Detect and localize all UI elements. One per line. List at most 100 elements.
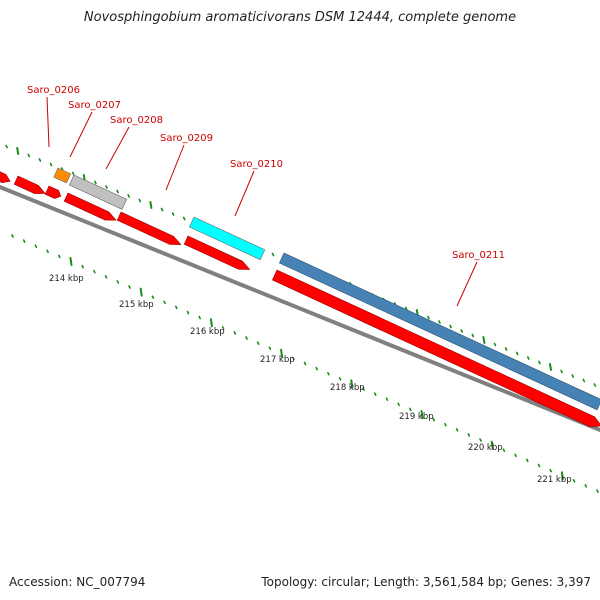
- tick-mark: [94, 180, 97, 185]
- tick-mark: [327, 371, 330, 376]
- tick-mark: [163, 300, 166, 305]
- scale-label: 215 kbp: [119, 300, 154, 310]
- tick-mark: [526, 356, 530, 360]
- tick-mark: [57, 254, 61, 259]
- scale-label: 217 kbp: [260, 355, 295, 365]
- gene-box-cyan: [188, 216, 266, 261]
- tick-mark: [373, 392, 377, 396]
- tick-mark: [22, 239, 26, 243]
- tick-mark: [596, 489, 599, 493]
- tick-mark: [584, 484, 588, 488]
- tick-mark: [149, 201, 153, 209]
- tick-mark: [420, 410, 424, 419]
- tick-mark: [560, 369, 563, 374]
- gene-box-steelblue: [278, 252, 600, 411]
- inner-tick-ring: [11, 234, 599, 493]
- tick-mark: [593, 383, 597, 387]
- tick-mark: [104, 274, 108, 279]
- gene-box-gray: [68, 174, 128, 210]
- tick-mark: [105, 185, 108, 189]
- map-title: Novosphingobium aromaticivorans DSM 1244…: [83, 10, 517, 25]
- tick-mark: [479, 438, 482, 442]
- scale-label: 214 kbp: [49, 274, 84, 284]
- tick-mark: [408, 407, 412, 412]
- callout-line: [105, 126, 130, 170]
- gene-arrow-red: [13, 175, 46, 194]
- tick-mark: [315, 366, 319, 371]
- gene-arrow-red: [183, 235, 251, 270]
- tick-mark: [60, 167, 64, 171]
- genome-summary-text: Topology: circular; Length: 3,561,584 bp…: [261, 575, 591, 589]
- tick-mark: [549, 468, 553, 473]
- scale-label: 219 kbp: [399, 412, 434, 422]
- tick-mark: [116, 189, 119, 194]
- tick-mark: [128, 285, 131, 289]
- tick-mark: [582, 378, 586, 383]
- tick-mark: [291, 356, 295, 361]
- tick-mark: [16, 147, 20, 155]
- tick-mark: [538, 360, 541, 365]
- tick-mark: [303, 361, 307, 366]
- tick-mark: [549, 363, 552, 371]
- tick-mark: [175, 305, 178, 310]
- gene-label: Saro_0206: [27, 85, 80, 96]
- callout-line: [234, 170, 255, 217]
- gene-box-orange: [53, 167, 72, 184]
- tick-mark: [427, 315, 430, 320]
- gene-label: Saro_0207: [68, 100, 121, 111]
- tick-mark: [467, 433, 471, 437]
- tick-mark: [27, 153, 31, 158]
- tick-mark: [438, 320, 441, 324]
- tick-mark: [502, 448, 506, 453]
- gene-label: Saro_0208: [110, 115, 163, 126]
- tick-mark: [71, 171, 75, 176]
- tick-mark: [38, 158, 42, 162]
- tick-mark: [268, 346, 272, 351]
- tick-mark: [514, 453, 517, 458]
- backbone-line: [0, 184, 600, 433]
- tick-mark: [571, 374, 575, 378]
- tick-mark: [138, 198, 142, 203]
- accession-text: Accession: NC_007794: [9, 575, 146, 589]
- scale-label: 216 kbp: [190, 327, 225, 337]
- tick-mark: [525, 458, 529, 463]
- tick-mark: [432, 417, 436, 422]
- tick-mark: [182, 216, 186, 221]
- tick-mark: [46, 249, 49, 254]
- tick-mark: [572, 478, 576, 483]
- tick-mark: [482, 336, 486, 344]
- gene-arrow-red: [0, 171, 11, 183]
- gene-features: [0, 167, 600, 428]
- tick-mark: [404, 306, 408, 311]
- tick-mark: [256, 341, 260, 345]
- gene-label: Saro_0210: [230, 159, 283, 170]
- callout-line: [69, 111, 93, 158]
- callout-line: [165, 144, 185, 191]
- tick-mark: [139, 287, 143, 297]
- tick-mark: [5, 144, 8, 149]
- tick-mark: [245, 336, 248, 340]
- scale-labels: 214 kbp 215 kbp 216 kbp 217 kbp 218 kbp 219 k…: [49, 274, 572, 485]
- gene-arrow-red: [116, 211, 182, 245]
- tick-mark: [49, 162, 53, 167]
- scale-label: 218 kbp: [330, 383, 365, 393]
- tick-mark: [493, 342, 497, 347]
- tick-mark: [171, 212, 175, 216]
- tick-mark: [362, 387, 365, 391]
- tick-mark: [397, 402, 400, 407]
- scale-label: 220 kbp: [468, 443, 503, 453]
- scale-label: 221 kbp: [537, 475, 572, 485]
- tick-mark: [81, 264, 84, 269]
- gene-callouts: Saro_0206 Saro_0207 Saro_0208 Saro_0209 Saro…: [27, 85, 505, 307]
- tick-mark: [490, 440, 494, 450]
- tick-mark: [350, 379, 354, 389]
- tick-mark: [186, 310, 190, 315]
- gene-arrow-red: [44, 185, 62, 199]
- tick-mark: [560, 471, 564, 481]
- gene-label: Saro_0211: [452, 250, 505, 261]
- tick-mark: [460, 329, 464, 333]
- callout-line: [456, 261, 478, 307]
- callout-line: [46, 96, 50, 148]
- tick-mark: [221, 325, 225, 330]
